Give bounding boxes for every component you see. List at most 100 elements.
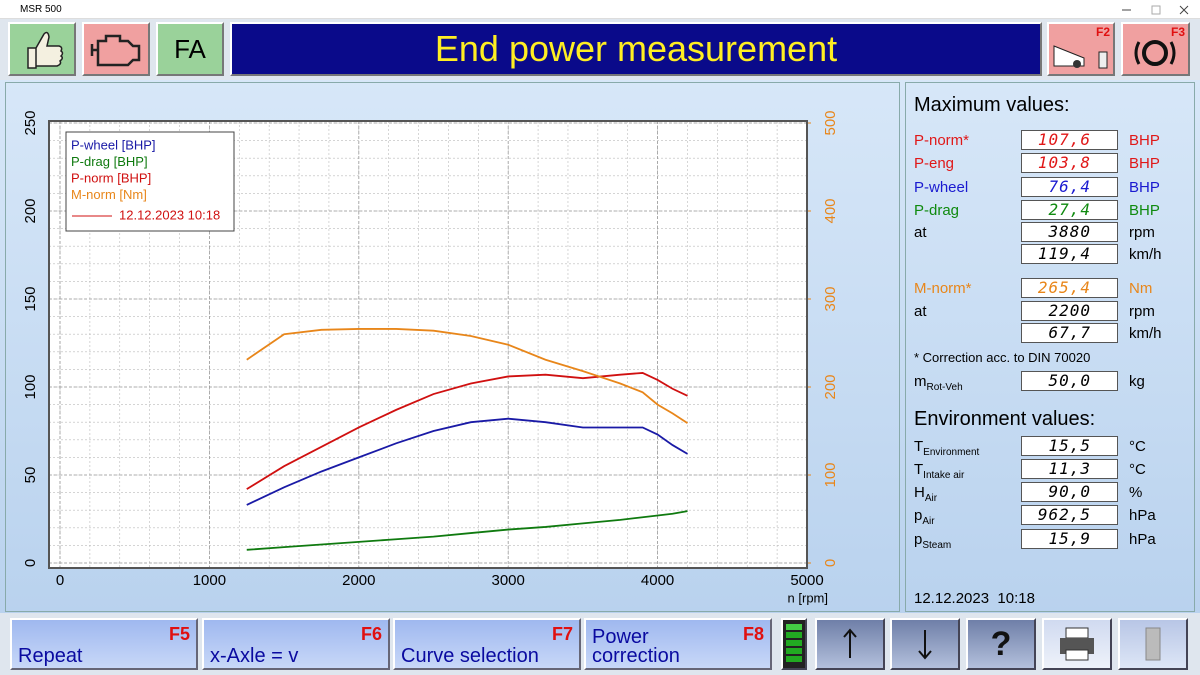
up-button[interactable]	[815, 618, 885, 670]
brake-icon	[1134, 40, 1176, 66]
value-box: 90,0	[1021, 482, 1118, 502]
screen-title: End power measurement	[230, 22, 1042, 76]
button-label: Power correction	[592, 626, 680, 667]
print-button[interactable]	[1042, 618, 1112, 670]
legend-entry: M-norm [Nm]	[71, 187, 147, 202]
value-box: 119,4	[1021, 244, 1118, 264]
env-label: TEnvironment	[914, 437, 979, 463]
y2-tick-label: 100	[822, 462, 839, 487]
engine-button[interactable]	[82, 22, 150, 76]
value-box: 50,0	[1021, 371, 1118, 391]
row-unit: BHP	[1129, 179, 1160, 196]
value-box: 27,4	[1021, 200, 1118, 220]
series-line	[246, 328, 688, 424]
env-label: TIntake air	[914, 460, 964, 486]
y-tick-label: 100	[22, 374, 39, 399]
row-label: P-wheel	[914, 179, 969, 196]
y-tick-label: 150	[22, 286, 39, 311]
row-unit: °C	[1129, 438, 1146, 455]
y2-tick-label: 0	[822, 559, 839, 567]
f2-key: F2	[1095, 25, 1110, 39]
row-label: P-eng	[914, 155, 955, 172]
y-tick-label: 250	[22, 110, 39, 135]
function-button[interactable]: Repeat F5	[10, 618, 198, 670]
plot-frame	[48, 120, 808, 569]
button-key: F6	[360, 624, 382, 644]
correction-note: * Correction acc. to DIN 70020	[914, 350, 1091, 365]
legend-entry: P-norm [BHP]	[71, 170, 151, 185]
y2-tick-label: 300	[822, 286, 839, 311]
label-main: H	[914, 484, 925, 501]
f3-key: F3	[1170, 25, 1185, 39]
row-unit: km/h	[1129, 246, 1162, 263]
legend-run-label: 12.12.2023 10:18	[119, 207, 220, 222]
value-box: 2200	[1021, 301, 1118, 321]
row-label: P-norm*	[914, 132, 970, 149]
function-button[interactable]: Power correction F8	[584, 618, 772, 670]
value-box: 3880	[1021, 222, 1118, 242]
row-label: at	[914, 224, 927, 241]
value-box: 67,7	[1021, 323, 1118, 343]
button-label: x-Axle = v	[210, 645, 299, 667]
thumbs-up-icon	[27, 31, 64, 69]
button-key: F7	[551, 624, 573, 644]
row-label: at	[914, 303, 927, 320]
series-line	[246, 372, 688, 490]
x-tick-label: 5000	[790, 572, 823, 589]
legend-box	[65, 131, 235, 232]
f3-button[interactable]: F3	[1121, 22, 1190, 76]
label-main: p	[914, 531, 923, 548]
exit-button[interactable]	[1118, 618, 1188, 670]
env-label: pSteam	[914, 530, 951, 556]
label-main: T	[914, 438, 924, 455]
label-sub: Intake air	[923, 470, 965, 481]
row-unit: BHP	[1129, 155, 1160, 172]
timestamp: 12.12.2023 10:18	[914, 590, 1035, 607]
f2-button[interactable]: F2	[1047, 22, 1115, 76]
up-arrow	[843, 628, 857, 658]
function-button[interactable]: x-Axle = v F6	[202, 618, 390, 670]
engine-icon	[90, 34, 141, 67]
fa-button[interactable]: FA	[156, 22, 224, 76]
ok-button[interactable]	[8, 22, 76, 76]
x-tick-label: 1000	[193, 572, 226, 589]
label-main: m	[914, 373, 927, 390]
x-tick-label: 3000	[492, 572, 525, 589]
down-arrow	[918, 630, 932, 660]
legend-entry: P-drag [BHP]	[71, 154, 148, 169]
button-key: F5	[168, 624, 190, 644]
y-tick-label: 200	[22, 198, 39, 223]
down-button[interactable]	[890, 618, 960, 670]
button-label: Curve selection	[401, 645, 539, 667]
row-label: M-norm*	[914, 280, 972, 297]
button-key: F8	[742, 624, 764, 644]
label-sub: Air	[924, 493, 938, 504]
row-unit: hPa	[1129, 507, 1156, 524]
x-tick-label: 2000	[342, 572, 375, 589]
label-sub: Rot-Veh	[926, 382, 963, 393]
row-unit: °C	[1129, 461, 1146, 478]
row-unit: rpm	[1129, 303, 1155, 320]
window-controls[interactable]	[1100, 3, 1195, 17]
value-box: 962,5	[1021, 505, 1118, 525]
row-unit: Nm	[1129, 280, 1153, 297]
toolbar: FA End power measurement F2 F3	[0, 19, 1200, 80]
label-main: T	[914, 461, 924, 478]
row-unit: %	[1129, 484, 1143, 501]
value-box: 107,6	[1021, 130, 1118, 150]
function-button[interactable]: Curve selection F7	[393, 618, 581, 670]
y-tick-label: 0	[22, 559, 39, 567]
value-box: 76,4	[1021, 177, 1118, 197]
value-box: 15,5	[1021, 436, 1118, 456]
footer: ? Repeat F5 x-Axle = v F6 Curve selection F7 P…	[0, 613, 1200, 675]
x-tick-label: 4000	[641, 572, 674, 589]
value-box: 15,9	[1021, 529, 1118, 549]
row-unit: rpm	[1129, 224, 1155, 241]
row-unit: km/h	[1129, 325, 1162, 342]
value-box: 103,8	[1021, 153, 1118, 173]
row-unit: hPa	[1129, 531, 1156, 548]
door-icon	[1145, 627, 1161, 661]
help-button[interactable]: ?	[966, 618, 1036, 670]
row-unit: BHP	[1129, 202, 1160, 219]
